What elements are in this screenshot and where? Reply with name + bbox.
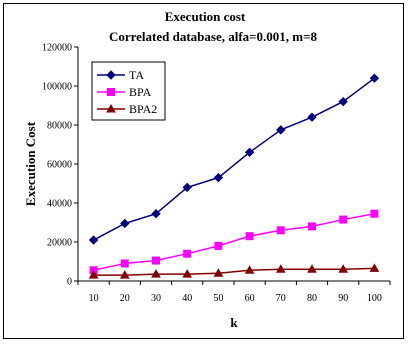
data-point-bpa2 xyxy=(307,264,317,273)
data-point-ta xyxy=(182,182,192,193)
data-point-bpa2 xyxy=(244,265,255,274)
series-line-bpa2 xyxy=(93,267,375,276)
x-tick-label: 20 xyxy=(120,293,130,304)
data-point-bpa2 xyxy=(369,263,380,272)
data-point-bpa2 xyxy=(338,264,349,273)
y-tick-label: 0 xyxy=(67,277,72,288)
legend-box xyxy=(91,61,166,121)
chart-subtitle: Correlated database, alfa=0.001, m=8 xyxy=(109,29,318,44)
series-layer xyxy=(88,73,380,279)
data-point-ta xyxy=(369,73,380,83)
x-tick-label: 40 xyxy=(182,293,192,304)
data-point-bpa xyxy=(245,232,254,241)
data-point-bpa xyxy=(308,222,316,231)
legend-marker-ta xyxy=(106,70,116,80)
x-tick-label: 80 xyxy=(307,293,317,304)
y-axis-label: Execution Cost xyxy=(23,121,38,206)
y-axis: 0 20000 40000 60000 80000 100000 120000 xyxy=(42,43,79,288)
series-line-bpa xyxy=(93,212,375,272)
y-tick-label: 100000 xyxy=(42,82,72,93)
data-point-bpa xyxy=(120,259,129,268)
chart-title: Execution cost xyxy=(165,9,246,24)
x-tick-label: 90 xyxy=(338,293,348,304)
data-point-bpa2 xyxy=(275,264,286,273)
data-point-ta xyxy=(120,218,130,229)
x-tick-label: 50 xyxy=(213,293,223,304)
x-tick-label: 60 xyxy=(245,293,255,304)
x-tick-label: 10 xyxy=(89,293,99,304)
y-tick-label: 80000 xyxy=(47,121,72,132)
data-point-ta xyxy=(88,235,99,245)
data-point-ta xyxy=(338,96,348,107)
y-tick-label: 60000 xyxy=(47,160,72,171)
data-point-bpa2 xyxy=(213,268,224,277)
y-tick-label: 20000 xyxy=(47,238,72,249)
series-ta xyxy=(88,73,380,245)
x-tick-label: 70 xyxy=(276,293,286,304)
data-point-bpa2 xyxy=(88,270,99,279)
legend-label-ta: TA xyxy=(129,68,144,82)
x-tick-label: 30 xyxy=(151,293,161,304)
legend-marker-bpa xyxy=(107,88,115,96)
legend-marker-bpa2 xyxy=(106,103,116,113)
x-axis-label: k xyxy=(230,315,238,330)
y-tick-label: 120000 xyxy=(42,43,72,54)
data-point-bpa xyxy=(152,256,160,265)
x-tick-label: 100 xyxy=(367,293,382,304)
data-point-ta xyxy=(213,172,224,183)
data-point-bpa xyxy=(183,249,192,258)
x-axis: 10 20 30 40 50 60 70 80 90 100 xyxy=(77,280,391,304)
data-point-ta xyxy=(307,112,317,122)
data-point-bpa xyxy=(339,215,348,224)
y-tick-label: 40000 xyxy=(47,199,72,210)
data-point-ta xyxy=(151,209,161,219)
data-point-bpa2 xyxy=(182,269,193,278)
data-point-bpa xyxy=(214,241,223,250)
series-bpa2 xyxy=(88,263,380,279)
legend-label-bpa: BPA xyxy=(129,85,152,99)
data-point-bpa2 xyxy=(119,270,130,279)
series-line-ta xyxy=(93,77,375,241)
data-point-bpa xyxy=(276,226,285,235)
data-point-bpa xyxy=(370,209,379,218)
data-point-bpa2 xyxy=(151,269,161,278)
data-point-ta xyxy=(244,147,255,158)
legend: TA BPA BPA2 xyxy=(91,61,166,121)
legend-label-bpa2: BPA2 xyxy=(129,102,157,116)
data-point-ta xyxy=(276,125,286,135)
